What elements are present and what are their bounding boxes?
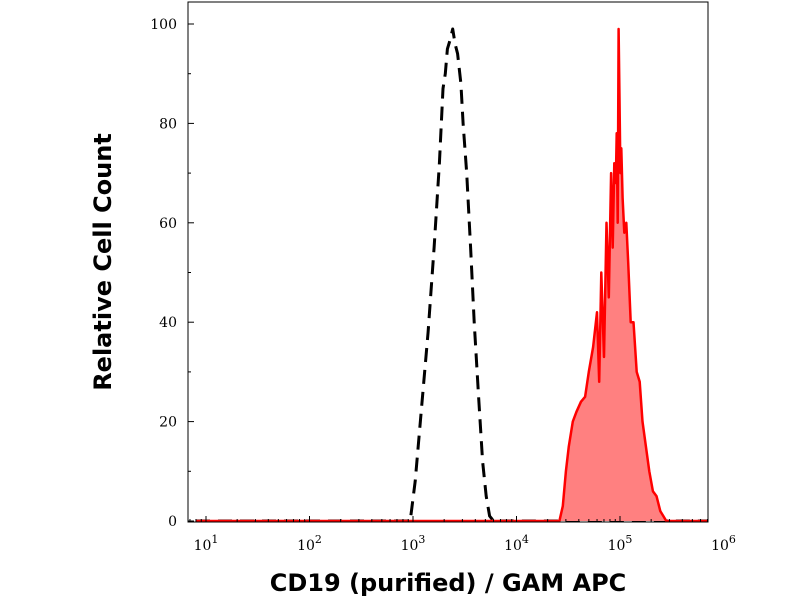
y-tick-label: 40 bbox=[159, 315, 177, 331]
y-axis: 0 20 40 60 80 100 bbox=[150, 17, 194, 530]
series-group bbox=[196, 27, 708, 523]
y-tick-label: 20 bbox=[159, 415, 177, 431]
x-tick-label: 105 bbox=[608, 533, 633, 554]
y-tick-label: 100 bbox=[150, 17, 177, 33]
x-axis: 101 102 103 104 105 106 bbox=[189, 516, 736, 554]
y-tick-label: 60 bbox=[159, 216, 177, 232]
x-tick-label: 106 bbox=[711, 533, 736, 554]
x-tick-label: 103 bbox=[401, 533, 426, 554]
x-axis-title: CD19 (purified) / GAM APC bbox=[270, 569, 627, 597]
x-tick-label: 104 bbox=[504, 533, 529, 554]
series-0-line bbox=[196, 27, 708, 523]
series-1-line bbox=[196, 27, 708, 523]
plot-frame bbox=[187, 1, 709, 523]
x-tick-label: 101 bbox=[194, 533, 219, 554]
y-axis-title: Relative Cell Count bbox=[89, 133, 117, 391]
y-tick-label: 0 bbox=[168, 514, 177, 530]
x-tick-label: 102 bbox=[297, 533, 322, 554]
y-tick-label: 80 bbox=[159, 116, 177, 132]
